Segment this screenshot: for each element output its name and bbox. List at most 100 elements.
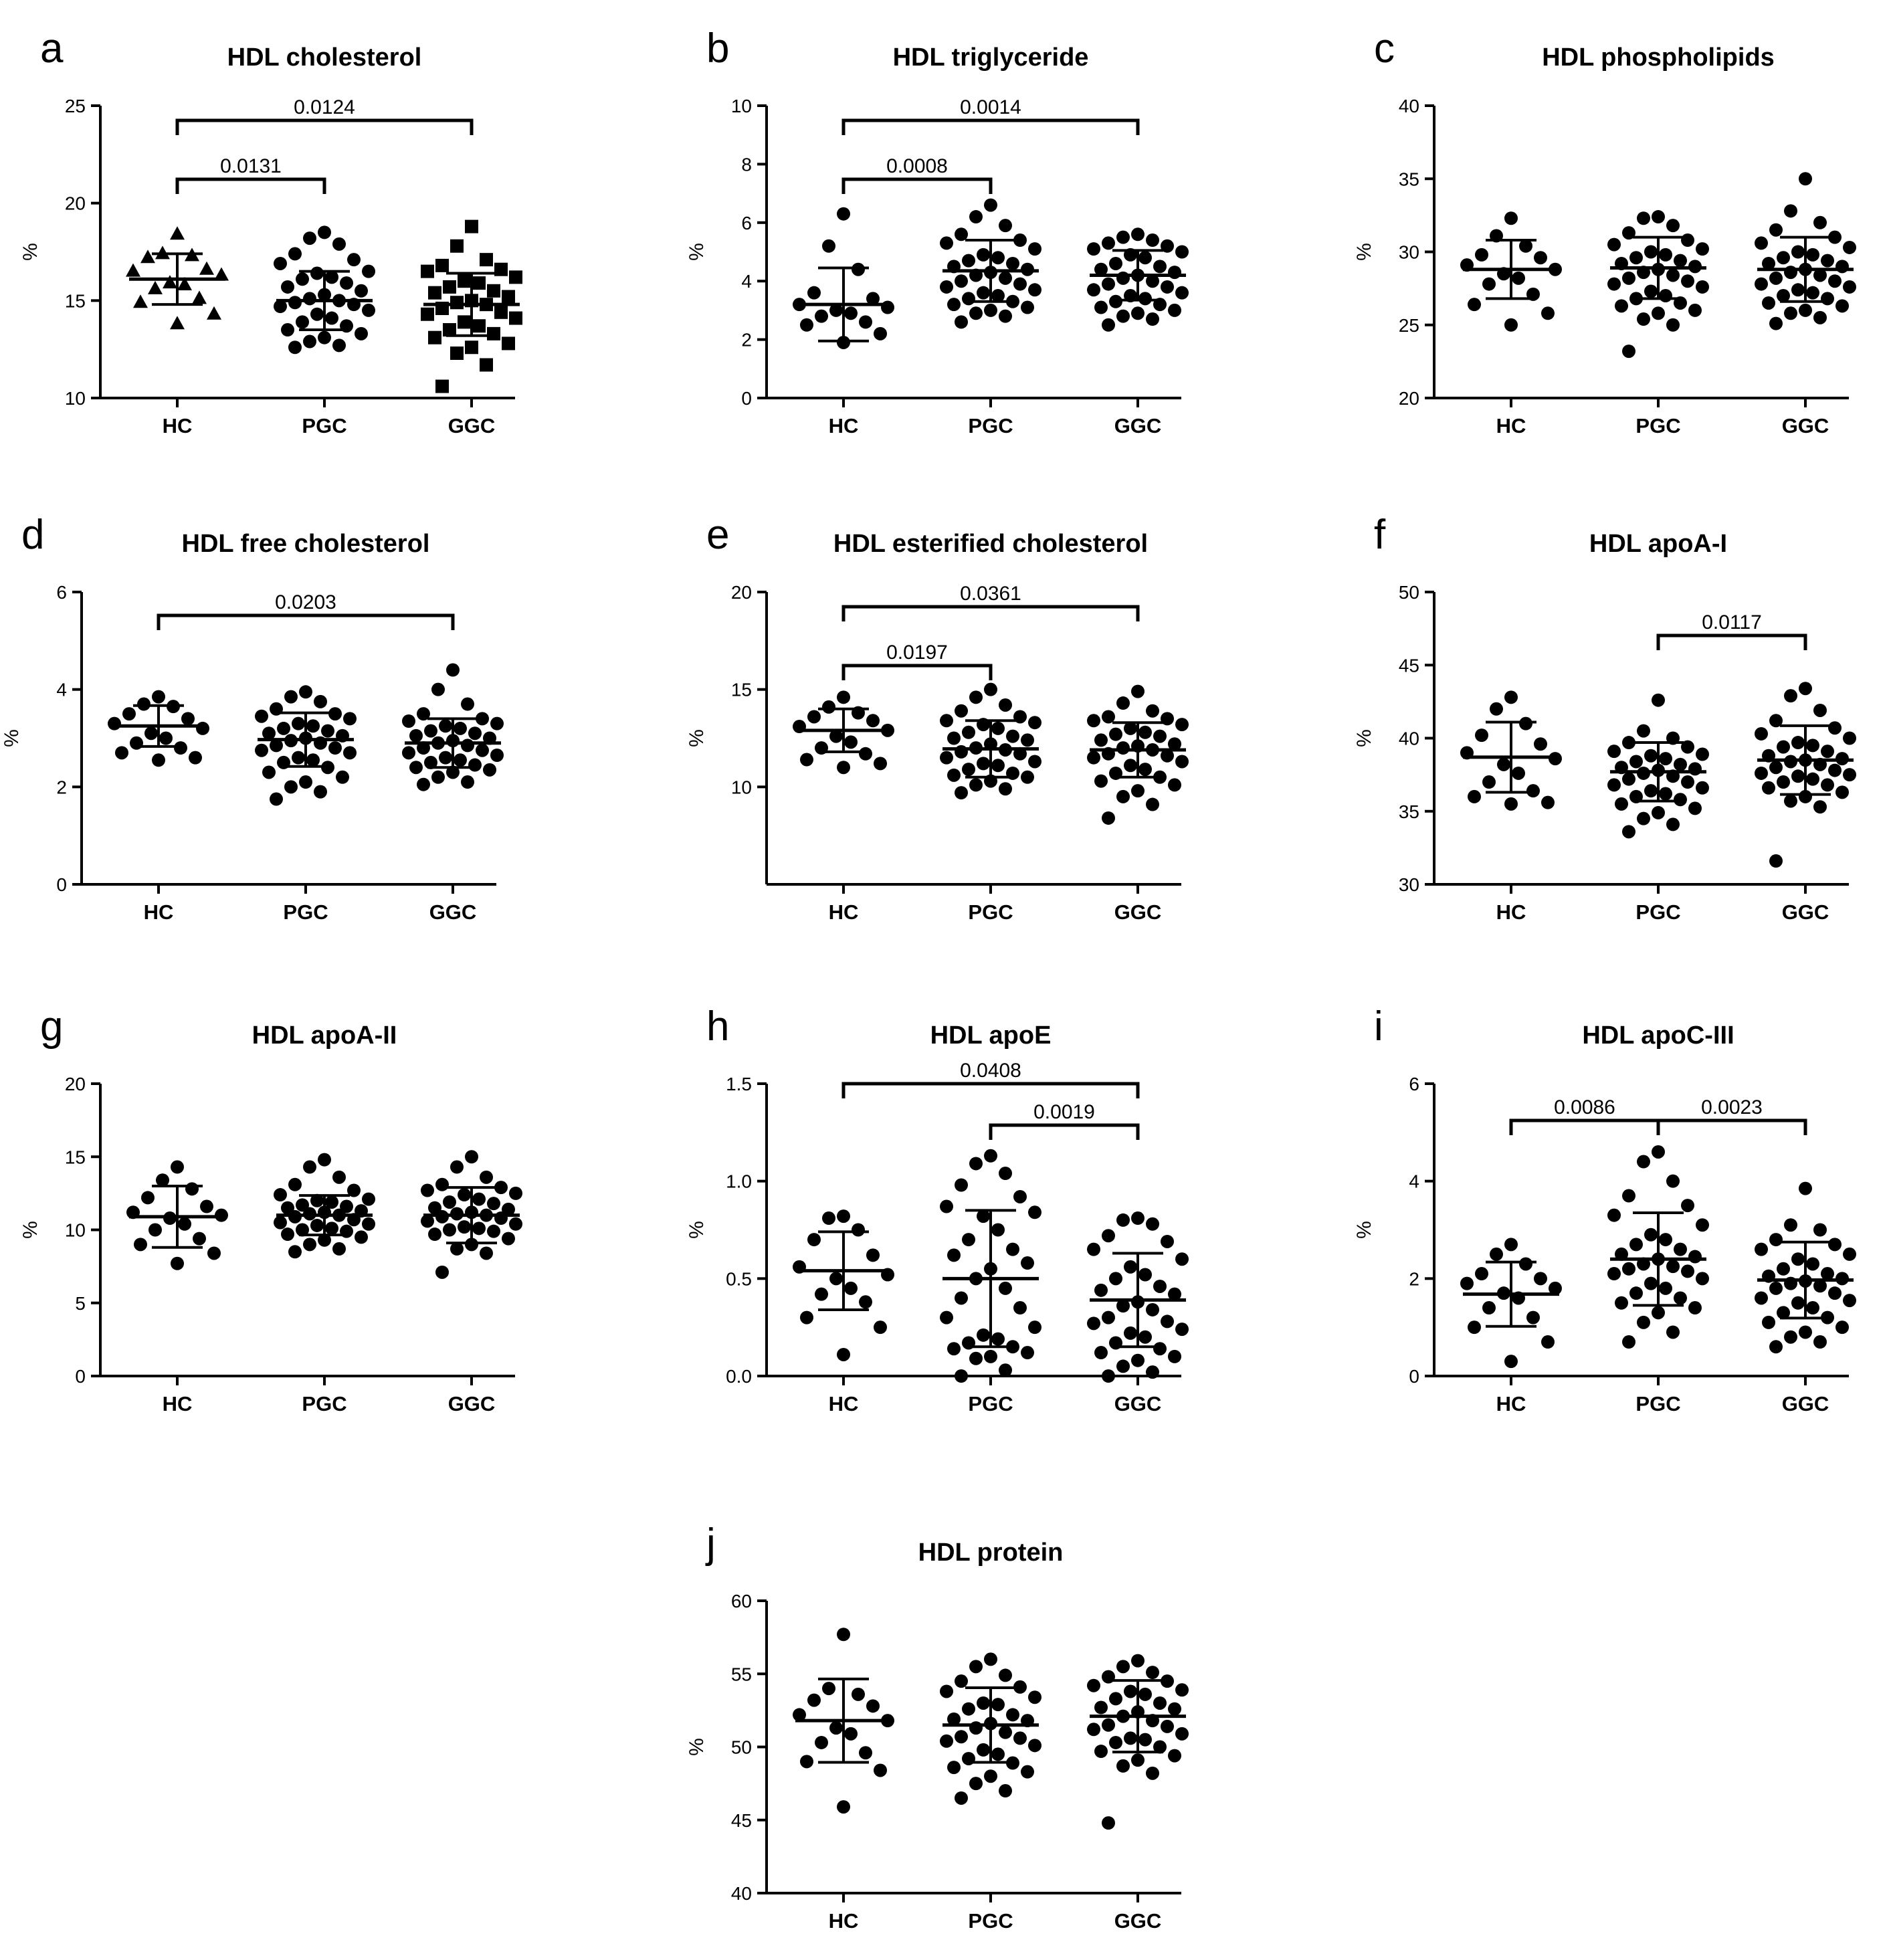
data-point (1659, 248, 1672, 262)
data-point (1175, 1683, 1189, 1697)
data-point (977, 1743, 990, 1757)
data-point (1622, 226, 1635, 240)
data-point (969, 690, 983, 704)
data-point-square (450, 296, 464, 310)
data-point (1806, 739, 1819, 753)
data-point (999, 219, 1012, 233)
data-point (310, 1193, 324, 1207)
data-point (292, 716, 305, 730)
data-point-triangle (199, 261, 214, 275)
data-point (807, 1233, 821, 1247)
y-tick-label: 45 (1399, 655, 1419, 676)
data-point (1835, 1320, 1849, 1335)
data-point (417, 707, 430, 721)
data-point (1784, 204, 1797, 218)
data-point (461, 739, 474, 753)
data-point (1468, 789, 1481, 803)
y-tick-label: 6 (741, 213, 752, 233)
data-point (362, 1192, 375, 1206)
data-point (1534, 251, 1547, 265)
x-tick-label: GGC (1114, 900, 1162, 924)
data-point (1109, 256, 1122, 270)
panel-b: b HDL triglyceride 0 2 4 6 8 10% HC PGC GGC 0.0008 0… (686, 25, 1189, 437)
x-tick-label: GGC (1114, 414, 1162, 437)
y-tick-label: 45 (731, 1810, 752, 1831)
data-point (1475, 248, 1488, 262)
y-tick-label: 50 (1399, 582, 1419, 603)
data-point (1131, 227, 1145, 241)
data-point (1696, 747, 1709, 761)
data-point (1161, 239, 1174, 253)
data-point (1124, 759, 1137, 773)
data-point (1512, 271, 1525, 285)
data-point (955, 1178, 968, 1192)
data-point (807, 286, 821, 300)
data-point (174, 741, 187, 755)
data-point (969, 1721, 983, 1735)
data-point (189, 751, 202, 765)
data-point (1094, 774, 1108, 788)
data-point (1094, 1700, 1108, 1714)
data-point (1161, 1719, 1174, 1733)
data-point (999, 271, 1012, 285)
y-axis-label: % (686, 1221, 708, 1239)
data-point (1644, 284, 1658, 298)
data-point (1644, 245, 1658, 259)
data-point (185, 1182, 199, 1196)
data-point (1021, 733, 1034, 747)
data-point (1526, 1310, 1540, 1325)
data-point (1806, 286, 1819, 300)
data-point (108, 716, 121, 730)
y-tick-label: 35 (1399, 169, 1419, 189)
data-point (874, 326, 887, 340)
data-point (318, 1233, 331, 1247)
data-point (999, 1167, 1012, 1181)
data-point (1087, 1242, 1100, 1256)
data-point (999, 782, 1012, 796)
data-point (122, 707, 136, 721)
data-point (940, 714, 953, 728)
data-point (1755, 1242, 1768, 1256)
data-point (1013, 1731, 1027, 1745)
data-point (402, 746, 415, 760)
data-point-square (494, 262, 508, 276)
data-point (137, 697, 151, 711)
data-point (1681, 740, 1694, 754)
significance-bracket (175, 118, 474, 135)
data-point (1622, 271, 1635, 285)
data-point (866, 1248, 880, 1262)
p-value-label: 0.0408 (960, 1060, 1021, 1082)
data-point (1116, 1213, 1130, 1227)
data-point (502, 1202, 515, 1216)
data-point (1116, 271, 1130, 285)
data-point (1637, 1315, 1650, 1329)
data-point (962, 1233, 975, 1247)
data-point (1175, 755, 1189, 769)
data-point (193, 1232, 206, 1246)
x-tick-label: PGC (1635, 900, 1680, 924)
data-point (402, 714, 415, 728)
data-point (1161, 749, 1174, 763)
data-point (1534, 1272, 1547, 1286)
data-point (1490, 1247, 1503, 1261)
data-point (1102, 277, 1115, 291)
data-point (1659, 787, 1672, 801)
data-point (1175, 245, 1189, 259)
data-point (1821, 254, 1834, 268)
panel-letter: i (1374, 1003, 1383, 1050)
significance-bracket (841, 118, 1140, 135)
data-point (1146, 1217, 1159, 1231)
x-tick-label: PGC (1635, 1392, 1680, 1415)
data-point (325, 1221, 338, 1236)
panel-title: HDL free cholesterol (182, 530, 430, 558)
data-point (947, 768, 961, 782)
data-point (955, 786, 968, 800)
data-point (262, 765, 276, 779)
data-point-triangle (140, 250, 155, 264)
data-point (1644, 1276, 1658, 1290)
data-point (1843, 1294, 1856, 1308)
data-point (1813, 215, 1827, 229)
data-point (955, 274, 968, 288)
data-point (1175, 1252, 1189, 1266)
data-point (1028, 1739, 1041, 1753)
